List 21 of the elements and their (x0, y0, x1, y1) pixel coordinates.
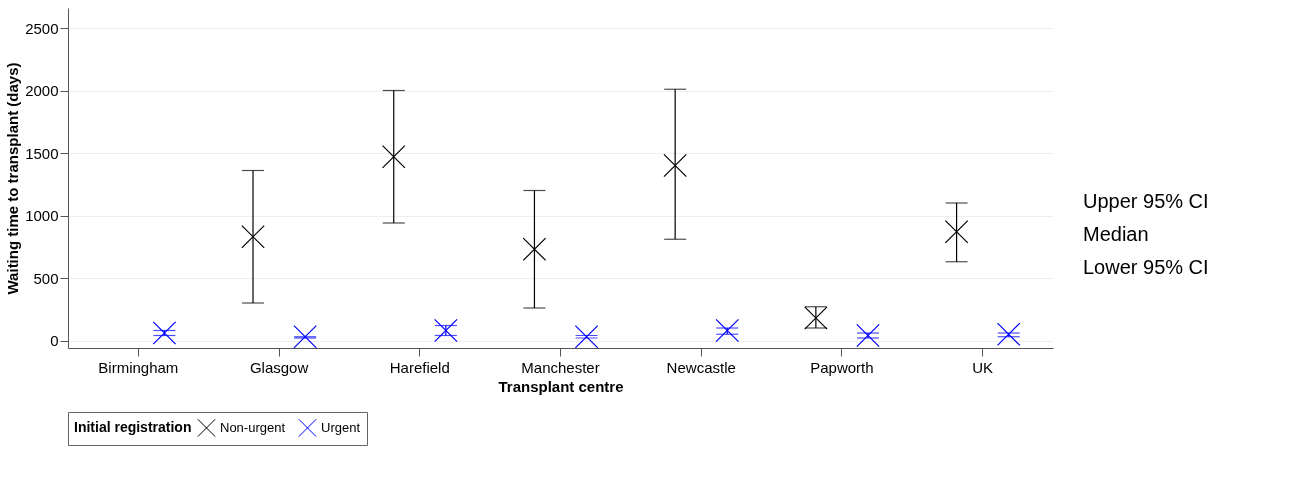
text: Upper 95% CI (1083, 189, 1209, 212)
x-tick-label: Manchester (521, 358, 600, 376)
text: Median (1083, 222, 1149, 245)
text: Lower 95% CI (1083, 255, 1209, 278)
x-tick-label: UK (972, 358, 994, 376)
legend-title: Initial registration (74, 419, 192, 435)
y-tick-label: 1000 (25, 207, 59, 224)
y-tick-label: 2500 (25, 19, 59, 37)
y-tick-label: 0 (50, 332, 59, 349)
x-tick-label: Papworth (810, 358, 874, 376)
x-tick-label: Harefield (389, 358, 450, 376)
x-tick-label: Birmingham (98, 358, 179, 376)
x-axis-title: Transplant centre (498, 377, 624, 395)
y-tick-label: 500 (33, 269, 59, 287)
y-axis-title: Waiting time to transplant (days) (4, 62, 22, 295)
legend-label: Urgent (321, 419, 361, 435)
x-tick-label: Glasgow (249, 358, 309, 376)
y-tick-label: 2000 (25, 82, 59, 99)
y-tick-label: 1500 (25, 144, 59, 162)
legend-label: Non-urgent (220, 419, 286, 435)
x-tick-label: Newcastle (666, 358, 736, 376)
